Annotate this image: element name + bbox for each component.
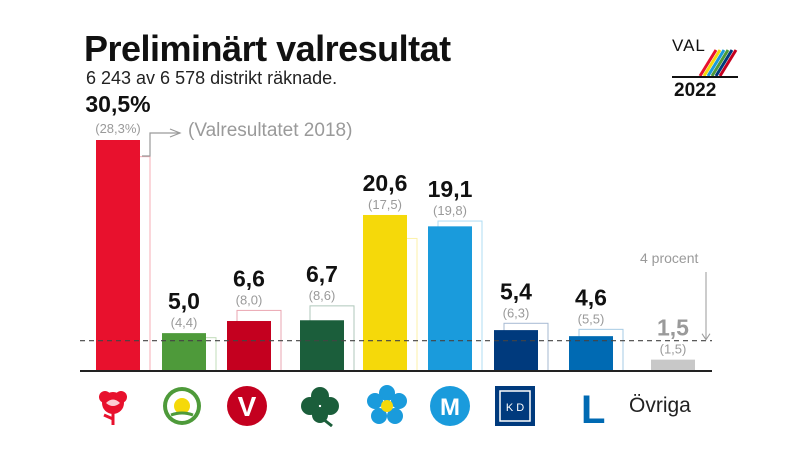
value-label-v: 6,6	[233, 265, 265, 291]
ovriga-label: Övriga	[629, 394, 691, 417]
prev-label-v: (8,0)	[236, 292, 263, 307]
bar-2022-mp	[300, 320, 344, 371]
mp-clover-logo-icon	[301, 387, 339, 427]
value-label-m: 19,1	[428, 176, 473, 202]
val-logo-stripes	[672, 49, 738, 78]
threshold-arrow-head	[701, 333, 711, 341]
chart-subtitle: 6 243 av 6 578 distrikt räknade.	[86, 68, 338, 88]
bar-2022-m	[428, 226, 472, 371]
threshold-label: 4 procent	[640, 250, 699, 266]
s-rose-logo-icon	[99, 391, 127, 425]
prev-label-m: (19,8)	[433, 203, 467, 218]
val-2022-logo: VAL 2022	[672, 36, 738, 104]
value-label-sd: 20,6	[363, 170, 408, 196]
prev-label-s: (28,3%)	[95, 121, 141, 136]
v-logo-icon: V	[227, 386, 267, 426]
value-label-kd: 5,4	[500, 278, 532, 304]
legend-bracket	[142, 132, 180, 157]
prev-label-c: (4,4)	[171, 315, 198, 330]
c-clover-logo-icon	[163, 387, 201, 425]
kd-logo-letters: K D	[506, 402, 524, 414]
l-logo-letter: L	[581, 388, 605, 427]
bar-2022-l	[569, 336, 613, 371]
prev-label-sd: (17,5)	[368, 197, 402, 212]
bar-2022-c	[162, 333, 206, 371]
val-logo-word: VAL	[672, 36, 706, 55]
v-logo-letter: V	[238, 391, 257, 422]
prev-label-övriga: (1,5)	[660, 342, 687, 357]
sd-flower-logo-icon	[367, 385, 407, 424]
bar-2022-sd	[363, 214, 407, 371]
prev-label-l: (5,5)	[578, 311, 605, 326]
value-label-s: 30,5%	[85, 91, 150, 117]
value-label-l: 4,6	[575, 284, 607, 310]
value-label-övriga: 1,5	[657, 315, 689, 341]
val-logo-year: 2022	[674, 80, 717, 101]
kd-logo-icon: K D	[495, 386, 535, 426]
prev-label-kd: (6,3)	[503, 305, 530, 320]
legend-arrow	[169, 128, 182, 138]
chart-title: Preliminärt valresultat	[84, 28, 451, 69]
value-label-c: 5,0	[168, 288, 200, 314]
value-label-mp: 6,7	[306, 261, 338, 287]
bar-2022-övriga	[651, 359, 695, 371]
legend-note-2018: (Valresultatet 2018)	[188, 120, 353, 141]
m-logo-icon: M	[430, 386, 470, 426]
m-logo-letter: M	[440, 394, 460, 421]
l-logo-icon: L	[581, 388, 605, 427]
prev-label-mp: (8,6)	[309, 288, 336, 303]
bar-2022-v	[227, 321, 271, 371]
bar-2022-s	[96, 140, 140, 371]
bar-2022-kd	[494, 330, 538, 371]
